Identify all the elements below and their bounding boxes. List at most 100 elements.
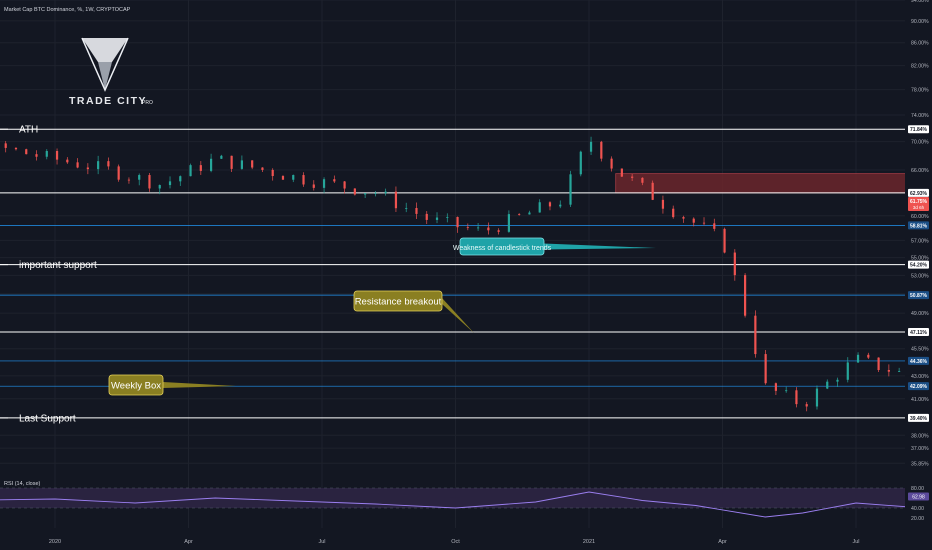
x-tick-label-5: Apr — [718, 539, 727, 545]
time-axis-bg — [0, 528, 932, 550]
candle-body-92 — [785, 390, 788, 392]
y-tick-label-11: 53.00% — [911, 273, 929, 279]
candle-body-52 — [374, 193, 377, 194]
candle-body-99 — [856, 354, 860, 363]
logo-mark-top — [82, 38, 128, 62]
zones-layer: Supply ZoneDemand Zone — [615, 173, 932, 194]
candle-body-32 — [168, 181, 172, 186]
logo: TRADE CITY PRO — [69, 37, 153, 107]
candle-body-54 — [394, 191, 398, 209]
candle-body-89 — [754, 315, 757, 355]
candle-body-83 — [692, 218, 695, 223]
annotations-layer: Weekly Box Resistance breakout Weakness of… — [108, 237, 656, 396]
candle-body-25 — [97, 161, 100, 170]
candle-body-42 — [271, 169, 274, 177]
candle-body-90 — [764, 354, 767, 384]
x-tick-label-6: Jul — [852, 539, 859, 545]
candle-body-51 — [364, 193, 367, 195]
level-label-8: Last Support — [19, 413, 76, 424]
candle-body-62 — [476, 227, 480, 229]
candle-body-71 — [569, 174, 572, 205]
annotation-box-0[interactable] — [108, 374, 164, 396]
logo-mark-bottom — [98, 62, 112, 90]
candle-body-72 — [579, 151, 582, 175]
rsi-current-tag-bg — [908, 492, 929, 501]
x-tick-label-4: 2021 — [583, 539, 595, 545]
candle-body-23 — [76, 162, 79, 168]
candle-body-39 — [240, 160, 243, 169]
candle-body-26 — [107, 161, 110, 167]
candle-body-101 — [877, 357, 880, 371]
price-axis[interactable]: 94.00% 90.00% 86.00% 82.00% 78.00% 74.00% 70.0… — [905, 0, 932, 550]
logo-brand: TRADE CITY — [69, 95, 147, 107]
candle-body-29 — [138, 175, 141, 180]
annotation-box-1[interactable] — [353, 290, 443, 312]
y-tick-label-5: 74.00% — [911, 113, 929, 119]
x-tick-label-3: Oct — [451, 539, 460, 545]
annotation-pointer-1 — [442, 298, 474, 333]
candle-body-24 — [86, 167, 89, 170]
candle-body-27 — [117, 166, 120, 180]
candle-body-43 — [281, 176, 285, 180]
y-tick-label-9: 57.00% — [911, 238, 929, 244]
annotation-pointer-0 — [163, 382, 236, 388]
candle-body-98 — [846, 362, 849, 380]
y-tick-label-7: 66.00% — [911, 168, 929, 174]
rsi-tick-label-2: 20.00 — [911, 516, 924, 522]
candle-body-38 — [230, 155, 233, 169]
candle-body-76 — [620, 168, 623, 177]
candle-body-40 — [251, 160, 254, 168]
current-price-tag-bg — [908, 196, 929, 211]
annotation-box-2[interactable] — [459, 237, 545, 256]
level-tag-bg-2 — [908, 221, 929, 230]
y-tick-label-2: 86.00% — [911, 41, 929, 47]
candle-body-68 — [538, 202, 541, 213]
y-tick-label-13: 49.00% — [911, 311, 929, 317]
candle-body-95 — [815, 388, 819, 407]
candle-body-57 — [425, 213, 428, 220]
candle-body-56 — [415, 207, 418, 214]
grid-lines — [0, 0, 905, 528]
level-tag-bg-1 — [908, 188, 929, 197]
candle-body-77 — [631, 176, 634, 178]
x-tick-label-1: Apr — [184, 539, 193, 545]
current-price-tag: 61.75% — [910, 199, 928, 205]
supply-zone — [615, 173, 932, 194]
candle-body-63 — [487, 227, 490, 231]
rsi-pane[interactable]: RSI (14, close) — [0, 481, 932, 518]
candle-body-91 — [774, 383, 777, 391]
level-tag-bg-5 — [908, 328, 929, 337]
y-tick-label-14: 45.50% — [911, 347, 929, 353]
time-axis[interactable]: 2020AprJulOct2021AprJulOct2022AprJulOct2… — [0, 528, 932, 550]
candle-body-86 — [723, 228, 726, 253]
candle-body-45 — [302, 175, 305, 185]
rsi-band — [0, 488, 905, 508]
level-label-0: ATH — [19, 125, 38, 136]
level-tag-2: 58.81% — [910, 223, 928, 229]
candle-body-16 — [4, 143, 7, 148]
rsi-current-tag: 62.98 — [912, 495, 925, 501]
candle-body-22 — [66, 159, 69, 163]
annotation-text-2: Weakness of candlestick trends — [453, 245, 552, 252]
candle-body-34 — [189, 165, 192, 177]
candle-body-35 — [199, 165, 202, 171]
x-tick-label-2: Jul — [318, 539, 325, 545]
candle-body-87 — [733, 252, 736, 276]
candle-body-70 — [559, 204, 562, 207]
y-tick-label-10: 55.00% — [911, 256, 929, 262]
logo-suffix: PRO — [142, 100, 153, 106]
candle-body-44 — [292, 175, 295, 180]
candle-body-73 — [589, 141, 593, 152]
candle-body-88 — [743, 275, 747, 316]
candle-body-80 — [661, 199, 665, 209]
level-tag-7: 42.09% — [910, 384, 928, 390]
candle-body-69 — [548, 202, 552, 207]
candle-body-48 — [333, 179, 336, 182]
candle-body-30 — [148, 175, 151, 189]
y-tick-label-19: 35.85% — [911, 461, 929, 467]
rsi-title: RSI (14, close) — [4, 481, 41, 487]
candle-body-65 — [507, 214, 510, 232]
candle-body-18 — [25, 149, 28, 155]
y-tick-label-15: 43.00% — [911, 374, 929, 380]
